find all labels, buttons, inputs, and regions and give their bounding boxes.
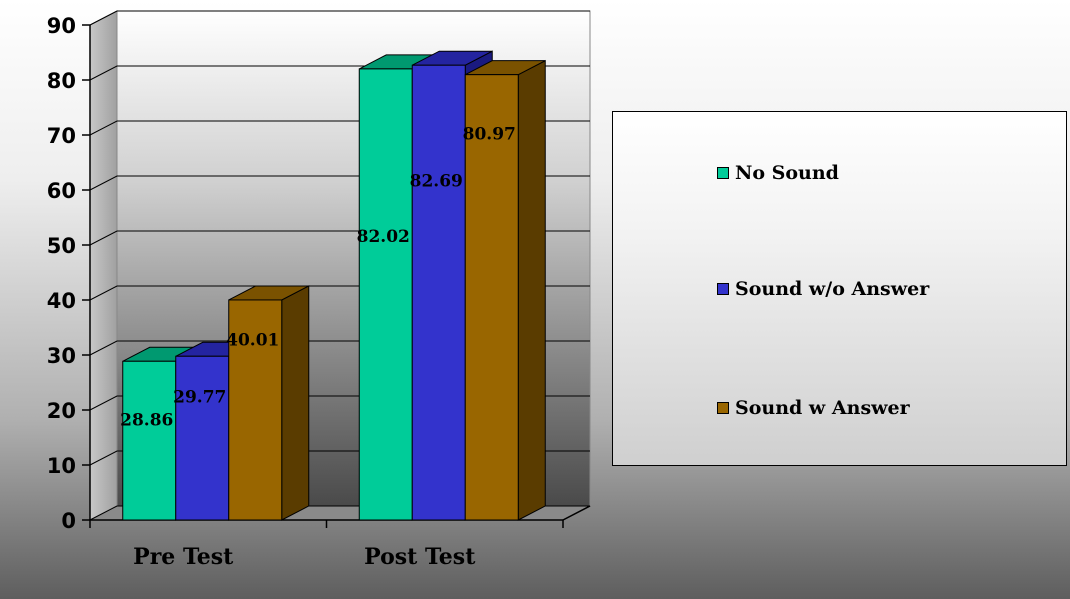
legend-item-sound-without-answer: Sound w/o Answer	[717, 277, 929, 301]
legend-item-sound-with-answer: Sound w Answer	[717, 396, 910, 420]
data-label: 82.02	[357, 227, 410, 247]
legend-label-sound-without-answer: Sound w/o Answer	[735, 278, 930, 300]
legend: No Sound Sound w/o Answer Sound w Answer	[612, 111, 1067, 466]
floor-edge	[562, 505, 591, 521]
y-tick-label: 50	[47, 234, 76, 258]
legend-label-no-sound: No Sound	[735, 162, 839, 184]
data-label: 40.01	[226, 331, 279, 351]
bar	[411, 64, 466, 521]
y-tick-label: 10	[47, 454, 76, 478]
y-tick-label: 40	[47, 289, 76, 313]
y-tick-label: 0	[61, 509, 76, 533]
data-label: 80.97	[463, 124, 516, 144]
bar	[228, 299, 283, 521]
bar-side	[281, 285, 310, 521]
legend-swatch-sound-without-answer	[717, 283, 729, 295]
legend-swatch-sound-with-answer	[717, 402, 729, 414]
legend-label-sound-with-answer: Sound w Answer	[735, 397, 910, 419]
data-label: 29.77	[173, 387, 226, 407]
bar	[358, 68, 413, 521]
y-tick-label: 60	[47, 179, 76, 203]
bar-side	[517, 59, 546, 521]
y-tick-label: 70	[47, 124, 76, 148]
bar	[175, 355, 230, 521]
bar	[464, 74, 519, 521]
y-tick-label: 20	[47, 399, 76, 423]
x-category-label: Post Test	[364, 544, 476, 570]
y-tick-label: 30	[47, 344, 76, 368]
y-tick-label: 90	[47, 14, 76, 38]
side-wall	[89, 10, 118, 521]
y-tick-label: 80	[47, 69, 76, 93]
x-category-label: Pre Test	[133, 544, 234, 570]
data-label: 82.69	[410, 172, 463, 192]
bar	[122, 360, 177, 521]
legend-swatch-no-sound	[717, 167, 729, 179]
data-label: 28.86	[120, 411, 173, 431]
gridline	[89, 10, 590, 26]
legend-item-no-sound: No Sound	[717, 161, 839, 185]
